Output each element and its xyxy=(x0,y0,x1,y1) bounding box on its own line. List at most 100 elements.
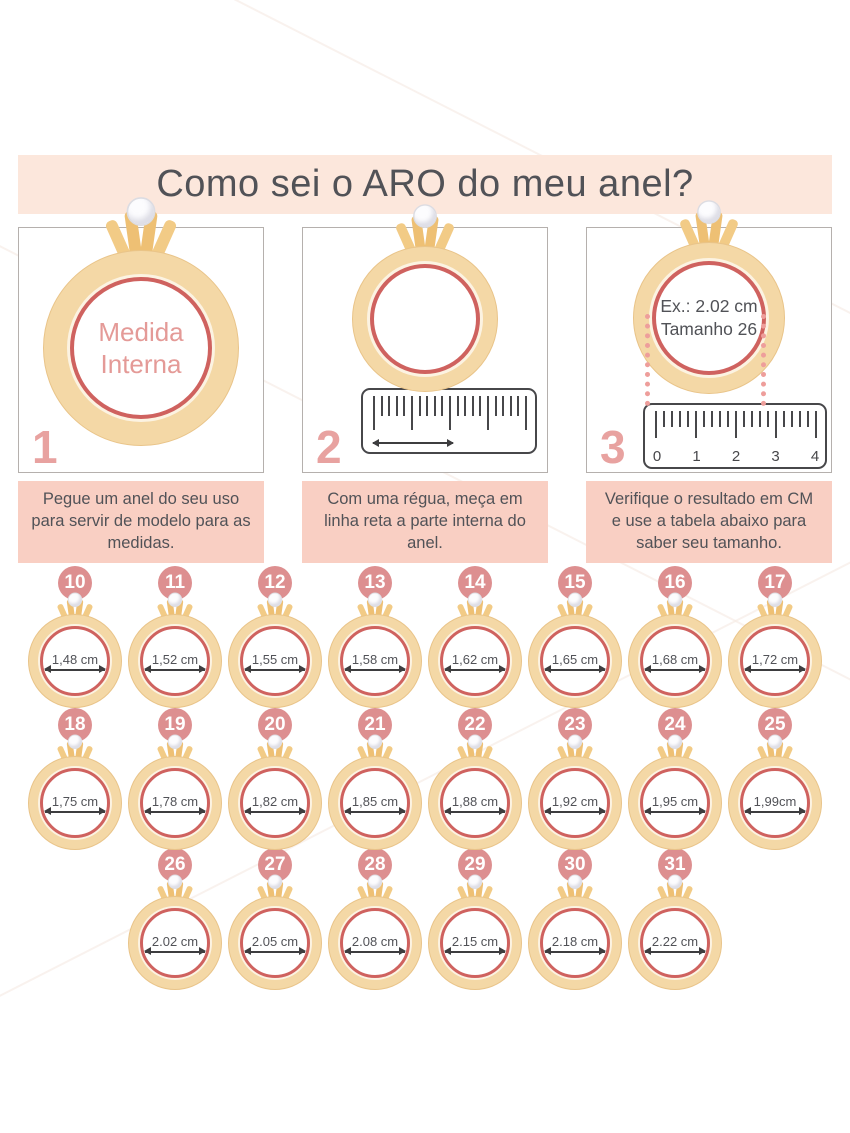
ring-inner-circle: 2.22 cm xyxy=(640,908,710,978)
ring-size-item: 19 1,78 cm xyxy=(125,708,225,850)
diamond-icon xyxy=(367,734,383,749)
ring-illustration: 1,88 cm xyxy=(428,734,522,850)
ring-inner-circle: 1,92 cm xyxy=(540,768,610,838)
diameter-label: 2.08 cm xyxy=(351,933,399,949)
diameter-label: 1,68 cm xyxy=(651,651,699,667)
ring-band: 1,58 cm xyxy=(328,614,422,708)
page-title: Como sei o ARO do meu anel? xyxy=(156,163,694,205)
diameter-arrow xyxy=(44,807,106,815)
ring-size-item: 15 1,65 cm xyxy=(525,566,625,708)
diamond-icon xyxy=(567,592,583,607)
ruler-tick xyxy=(719,411,721,427)
ruler-tick xyxy=(807,411,809,427)
diamond-icon xyxy=(467,734,483,749)
diameter-arrow xyxy=(144,665,206,673)
diameter-arrow xyxy=(644,947,706,955)
ring-size-item: 20 1,82 cm xyxy=(225,708,325,850)
diameter-label: 1,99cm xyxy=(753,793,797,809)
ring-size-item: 24 1,95 cm xyxy=(625,708,725,850)
ruler-tick xyxy=(403,396,406,416)
ring-size-item: 10 1,48 cm xyxy=(25,566,125,708)
ruler-tick xyxy=(494,396,497,416)
ring-band: 1,55 cm xyxy=(228,614,322,708)
ring-crown xyxy=(255,592,294,625)
ring-crown xyxy=(155,592,194,625)
ring-size-item: 29 2.15 cm xyxy=(425,848,525,990)
diameter-arrow xyxy=(244,807,306,815)
diamond-icon xyxy=(167,734,183,749)
size-number: 23 xyxy=(564,714,586,735)
diameter-arrow xyxy=(444,807,506,815)
diamond-icon xyxy=(267,874,283,889)
ring-crown xyxy=(655,734,694,767)
ring-band: 2.02 cm xyxy=(128,896,222,990)
diamond-icon xyxy=(467,874,483,889)
ruler-tick xyxy=(679,411,681,427)
diameter-label: 1,88 cm xyxy=(451,793,499,809)
ring-inner-circle: 2.08 cm xyxy=(340,908,410,978)
size-number: 11 xyxy=(164,572,186,593)
ring-crown xyxy=(155,734,194,767)
ring-band: 1,78 cm xyxy=(128,756,222,850)
ruler-tick xyxy=(703,411,705,427)
ring-size-item: 16 1,68 cm xyxy=(625,566,725,708)
diameter-label: 1,95 cm xyxy=(651,793,699,809)
diamond-icon xyxy=(467,592,483,607)
ruler-tick xyxy=(759,411,761,427)
ring-size-item: 22 1,88 cm xyxy=(425,708,525,850)
ruler-tick xyxy=(815,411,817,438)
ruler-tick xyxy=(687,411,689,427)
step-box-1: Medida Interna 1 xyxy=(18,197,264,473)
ring-crown xyxy=(255,734,294,767)
ring-illustration: 1,75 cm xyxy=(28,734,122,850)
ruler-tick xyxy=(663,411,665,427)
diameter-label: 1,65 cm xyxy=(551,651,599,667)
ruler-tick xyxy=(433,396,436,416)
ring-inner-circle: 1,82 cm xyxy=(240,768,310,838)
diameter-arrow xyxy=(544,665,606,673)
diameter-label: 1,92 cm xyxy=(551,793,599,809)
ruler-tick xyxy=(395,396,398,416)
ring-illustration: 2.15 cm xyxy=(428,874,522,990)
ring-inner-circle: 1,72 cm xyxy=(740,626,810,696)
ring-size-item: 28 2.08 cm xyxy=(325,848,425,990)
step-number-1: 1 xyxy=(32,421,58,473)
ruler-tick xyxy=(524,396,527,430)
ring-illustration: 2.05 cm xyxy=(228,874,322,990)
diameter-arrow xyxy=(744,665,806,673)
size-number: 28 xyxy=(364,854,386,875)
diameter-label: 1,72 cm xyxy=(751,651,799,667)
ring-illustration: 1,99cm xyxy=(728,734,822,850)
ring-illustration: 1,52 cm xyxy=(128,592,222,708)
ring-band: 2.18 cm xyxy=(528,896,622,990)
ruler-tick xyxy=(655,411,657,438)
ring-inner-circle: 1,48 cm xyxy=(40,626,110,696)
step-caption-2: Com uma régua, meça em linha reta a part… xyxy=(302,481,548,563)
ring-size-item: 17 1,72 cm xyxy=(725,566,825,708)
ring-band: 1,92 cm xyxy=(528,756,622,850)
ring-illustration: 1,82 cm xyxy=(228,734,322,850)
ring-size-item: 31 2.22 cm xyxy=(625,848,725,990)
diameter-label: 1,52 cm xyxy=(151,651,199,667)
ring-illustration: 1,68 cm xyxy=(628,592,722,708)
diameter-label: 2.05 cm xyxy=(251,933,299,949)
ring-size-item: 12 1,55 cm xyxy=(225,566,325,708)
ruler-tick xyxy=(410,396,413,430)
ruler-tick xyxy=(775,411,777,438)
diameter-arrow xyxy=(344,807,406,815)
diamond-icon xyxy=(67,592,83,607)
size-number: 16 xyxy=(664,572,686,593)
ruler-tick xyxy=(743,411,745,427)
ruler-ticks xyxy=(655,411,817,438)
diamond-icon xyxy=(667,734,683,749)
ruler-tick xyxy=(783,411,785,427)
diamond-icon xyxy=(697,200,721,224)
ring-size-item: 11 1,52 cm xyxy=(125,566,225,708)
diamond-icon xyxy=(767,592,783,607)
ruler-tick xyxy=(426,396,429,416)
ruler-tick xyxy=(799,411,801,427)
size-number: 24 xyxy=(664,714,686,735)
ring-band: 2.15 cm xyxy=(428,896,522,990)
ring-crown xyxy=(555,734,594,767)
size-number: 21 xyxy=(364,714,386,735)
